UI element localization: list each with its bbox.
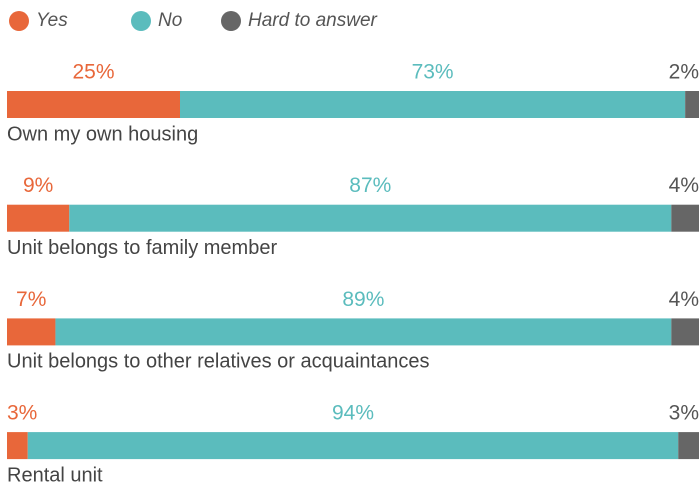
bar-segment xyxy=(27,432,679,460)
value-label: 3% xyxy=(7,402,37,425)
bar-segment xyxy=(685,91,699,118)
bar-segment xyxy=(7,432,28,460)
legend-label: Yes xyxy=(36,10,68,31)
value-label: 4% xyxy=(669,174,699,197)
value-label: 73% xyxy=(412,61,454,84)
value-label: 94% xyxy=(332,402,374,425)
bar-segment xyxy=(7,204,70,232)
value-label: 9% xyxy=(23,174,53,197)
legend-swatch xyxy=(221,11,241,31)
legend-label: No xyxy=(158,10,182,31)
bar-segment xyxy=(180,91,686,118)
bar-segment xyxy=(671,204,699,232)
bar-segment xyxy=(55,318,672,346)
category-label: Unit belongs to other relatives or acqua… xyxy=(7,351,429,373)
legend-swatch xyxy=(131,11,151,31)
value-label: 87% xyxy=(349,174,391,197)
category-label: Own my own housing xyxy=(7,123,198,145)
bar-segment xyxy=(7,318,56,346)
value-label: 89% xyxy=(342,288,384,311)
value-label: 7% xyxy=(16,288,46,311)
bar-segment xyxy=(671,318,699,346)
value-label: 4% xyxy=(669,288,699,311)
bar-segment xyxy=(7,91,180,118)
value-label: 3% xyxy=(669,402,699,425)
bar-segment xyxy=(678,432,699,460)
category-label: Unit belongs to family member xyxy=(7,237,277,259)
bar-segment xyxy=(69,204,672,232)
value-label: 25% xyxy=(72,61,114,84)
legend-label: Hard to answer xyxy=(248,10,378,31)
category-label: Rental unit xyxy=(7,464,103,486)
value-label: 2% xyxy=(669,61,699,84)
legend-swatch xyxy=(9,11,29,31)
